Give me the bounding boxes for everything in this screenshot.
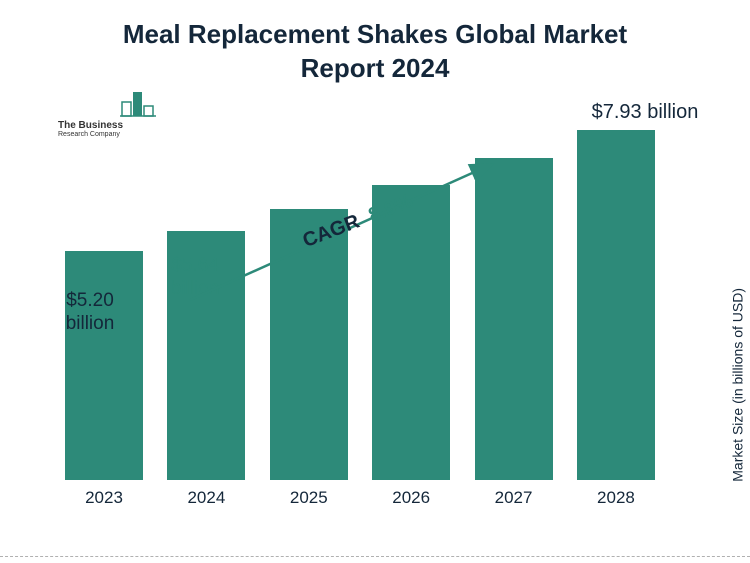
data-label-2023: $5.20 billion — [50, 290, 130, 336]
bar-rect — [372, 185, 450, 480]
chart-title: Meal Replacement Shakes Global Market Re… — [0, 0, 750, 86]
bar-2027: 2027 — [470, 158, 558, 480]
dl-line2: billion — [171, 278, 220, 299]
bars-container: 2023 2024 2025 2026 2027 2028 — [60, 130, 660, 480]
x-label: 2024 — [162, 488, 250, 508]
x-label: 2025 — [265, 488, 353, 508]
title-line1: Meal Replacement Shakes Global Market — [0, 18, 750, 52]
x-label: 2023 — [60, 488, 148, 508]
footer-divider — [0, 556, 750, 557]
bar-rect — [65, 251, 143, 481]
bar-2023: 2023 — [60, 251, 148, 481]
x-label: 2027 — [470, 488, 558, 508]
logo-bars-icon — [120, 88, 160, 118]
dl-line1: $7.93 billion — [592, 101, 699, 123]
bar-chart: 2023 2024 2025 2026 2027 2028 — [60, 130, 660, 510]
data-label-2028: $7.93 billion — [570, 100, 720, 124]
y-axis-label: Market Size (in billions of USD) — [730, 288, 746, 482]
bar-2026: 2026 — [367, 185, 455, 480]
x-label: 2026 — [367, 488, 455, 508]
x-label: 2028 — [572, 488, 660, 508]
bar-rect — [475, 158, 553, 480]
dl-line2: billion — [66, 313, 115, 334]
bar-2028: 2028 — [572, 130, 660, 480]
data-label-2024: $5.64 billion — [155, 255, 235, 301]
dl-line1: $5.20 — [66, 290, 114, 311]
title-line2: Report 2024 — [0, 52, 750, 86]
bar-rect — [577, 130, 655, 480]
dl-line1: $5.64 — [171, 255, 219, 276]
